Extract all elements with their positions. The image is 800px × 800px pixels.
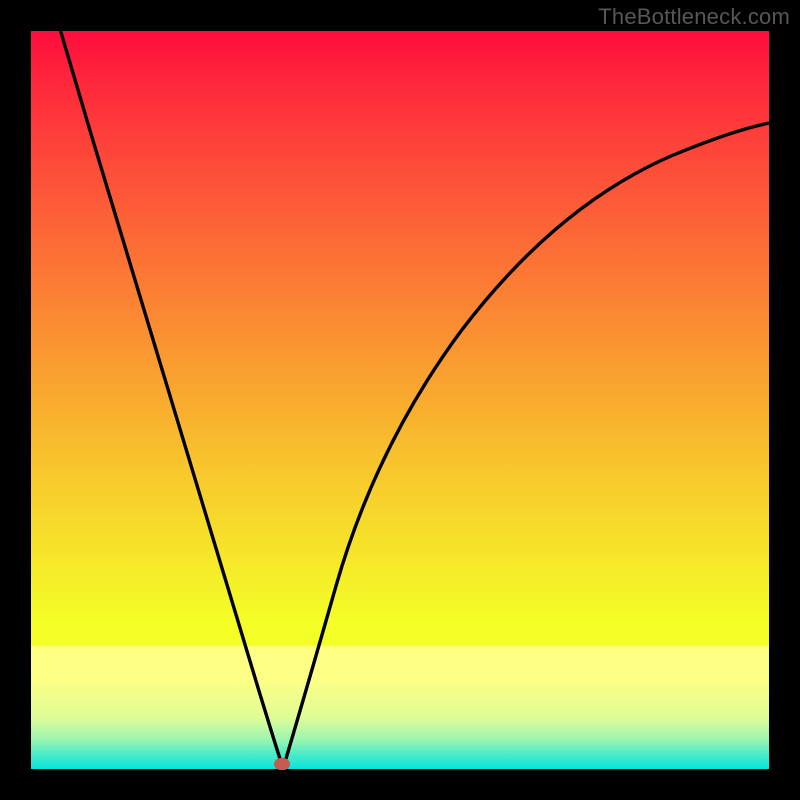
plot-area (31, 31, 769, 769)
watermark-text: TheBottleneck.com (598, 4, 790, 30)
curve-path (60, 29, 769, 762)
bottleneck-curve (31, 31, 769, 769)
minimum-marker (274, 758, 290, 770)
chart-container: TheBottleneck.com (0, 0, 800, 800)
